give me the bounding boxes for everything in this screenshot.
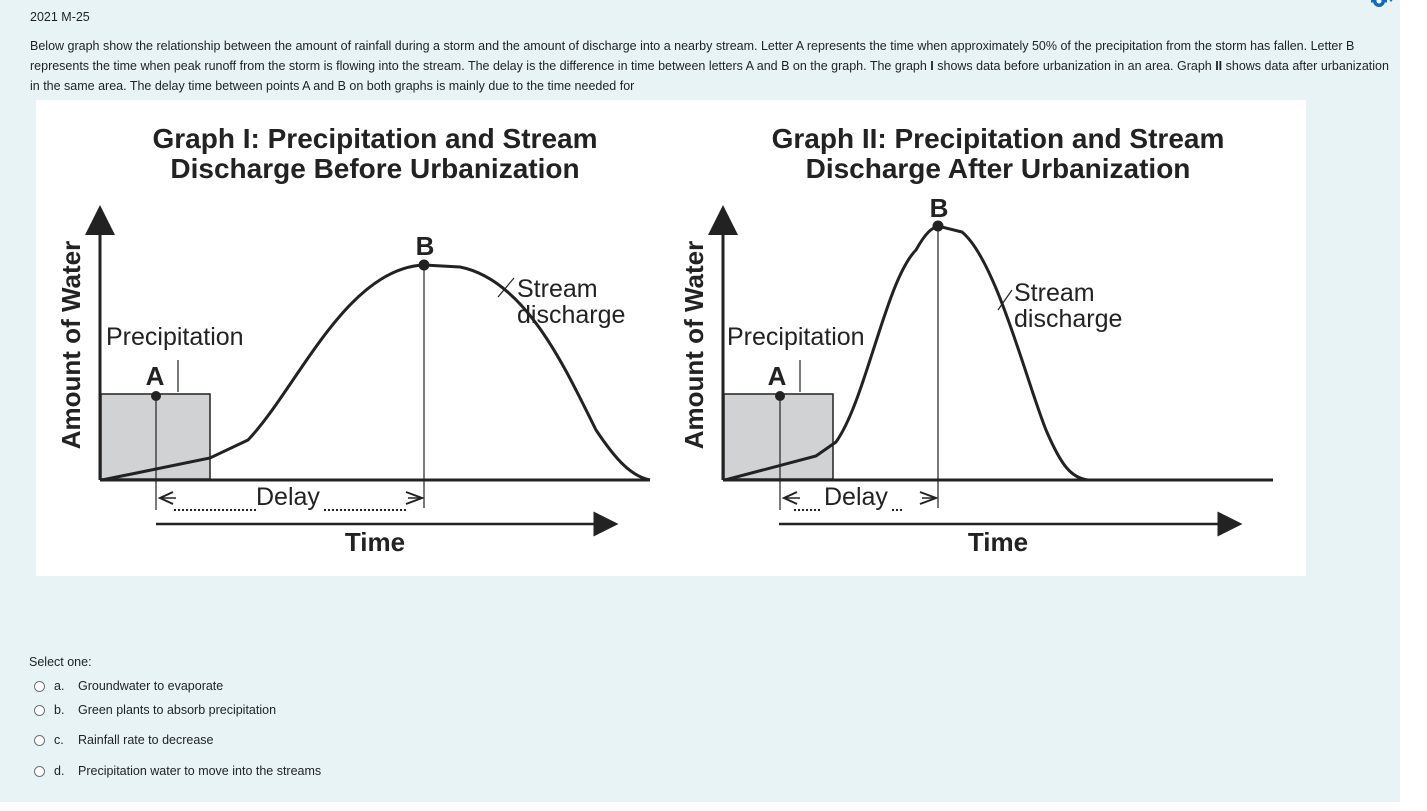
graph-1-precipitation-label: Precipitation bbox=[106, 323, 244, 351]
graph-2-title-line-1: Graph II: Precipitation and Stream bbox=[772, 123, 1225, 154]
graph-1-x-axis-label: Time bbox=[345, 527, 405, 557]
answer-option-d[interactable]: d. Precipitation water to move into the … bbox=[34, 764, 321, 778]
radio-a[interactable] bbox=[34, 680, 45, 692]
graph-2-point-b-label: B bbox=[930, 193, 949, 223]
question-panel: 2021 M-25 Below graph show the relations… bbox=[0, 0, 1400, 802]
option-text: Groundwater to evaporate bbox=[78, 679, 224, 693]
option-text: Precipitation water to move into the str… bbox=[78, 764, 322, 778]
option-letter: d. bbox=[54, 764, 65, 778]
graph-1: Graph I: Precipitation and Stream Discha… bbox=[56, 123, 651, 557]
graph-2-delay-label: Delay bbox=[824, 483, 888, 511]
graph-2-stream-label-line-2: discharge bbox=[1014, 305, 1122, 333]
option-letter: b. bbox=[54, 703, 65, 717]
graph-1-y-axis-label: Amount of Water bbox=[56, 241, 86, 449]
select-one-prompt: Select one: bbox=[29, 655, 92, 669]
question-figure: Graph I: Precipitation and Stream Discha… bbox=[36, 100, 1306, 576]
graph-2-point-a-label: A bbox=[768, 361, 787, 391]
radio-c[interactable] bbox=[34, 734, 45, 746]
graph-1-delay-label: Delay bbox=[256, 483, 320, 511]
radio-d[interactable] bbox=[34, 765, 45, 777]
graph-1-title-line-1: Graph I: Precipitation and Stream bbox=[153, 123, 598, 154]
graph-2-title-line-2: Discharge After Urbanization bbox=[806, 153, 1191, 184]
graph-1-point-b-label: B bbox=[416, 231, 435, 261]
answer-option-a[interactable]: a. Groundwater to evaporate bbox=[34, 679, 223, 693]
graph-2-x-axis-label: Time bbox=[968, 527, 1028, 557]
graph-2: Graph II: Precipitation and Stream Disch… bbox=[679, 123, 1273, 557]
question-text: Below graph show the relationship betwee… bbox=[30, 39, 1389, 93]
graph-1-stream-label-line-1: Stream bbox=[517, 275, 598, 303]
option-letter: c. bbox=[54, 733, 64, 747]
graph-2-precipitation-label: Precipitation bbox=[727, 323, 865, 351]
graph-1-point-a-label: A bbox=[146, 361, 165, 391]
answer-option-b[interactable]: b. Green plants to absorb precipitation bbox=[34, 703, 276, 717]
graph-2-y-axis-label: Amount of Water bbox=[679, 241, 709, 449]
option-text: Green plants to absorb precipitation bbox=[78, 703, 277, 717]
option-text: Rainfall rate to decrease bbox=[78, 733, 214, 747]
graph-1-point-a bbox=[151, 391, 161, 401]
option-letter: a. bbox=[54, 679, 65, 693]
graph-2-stream-label-line-1: Stream bbox=[1014, 279, 1095, 307]
radio-b[interactable] bbox=[34, 704, 45, 716]
graph-2-point-a bbox=[775, 391, 785, 401]
answer-option-c[interactable]: c. Rainfall rate to decrease bbox=[34, 733, 214, 747]
gear-icon[interactable] bbox=[1370, 0, 1394, 10]
graph-1-stream-discharge-curve bbox=[101, 263, 651, 482]
graph-1-stream-label-line-2: discharge bbox=[517, 301, 625, 329]
question-number: 2021 M-25 bbox=[30, 10, 90, 24]
graph-1-title-line-2: Discharge Before Urbanization bbox=[170, 153, 579, 184]
